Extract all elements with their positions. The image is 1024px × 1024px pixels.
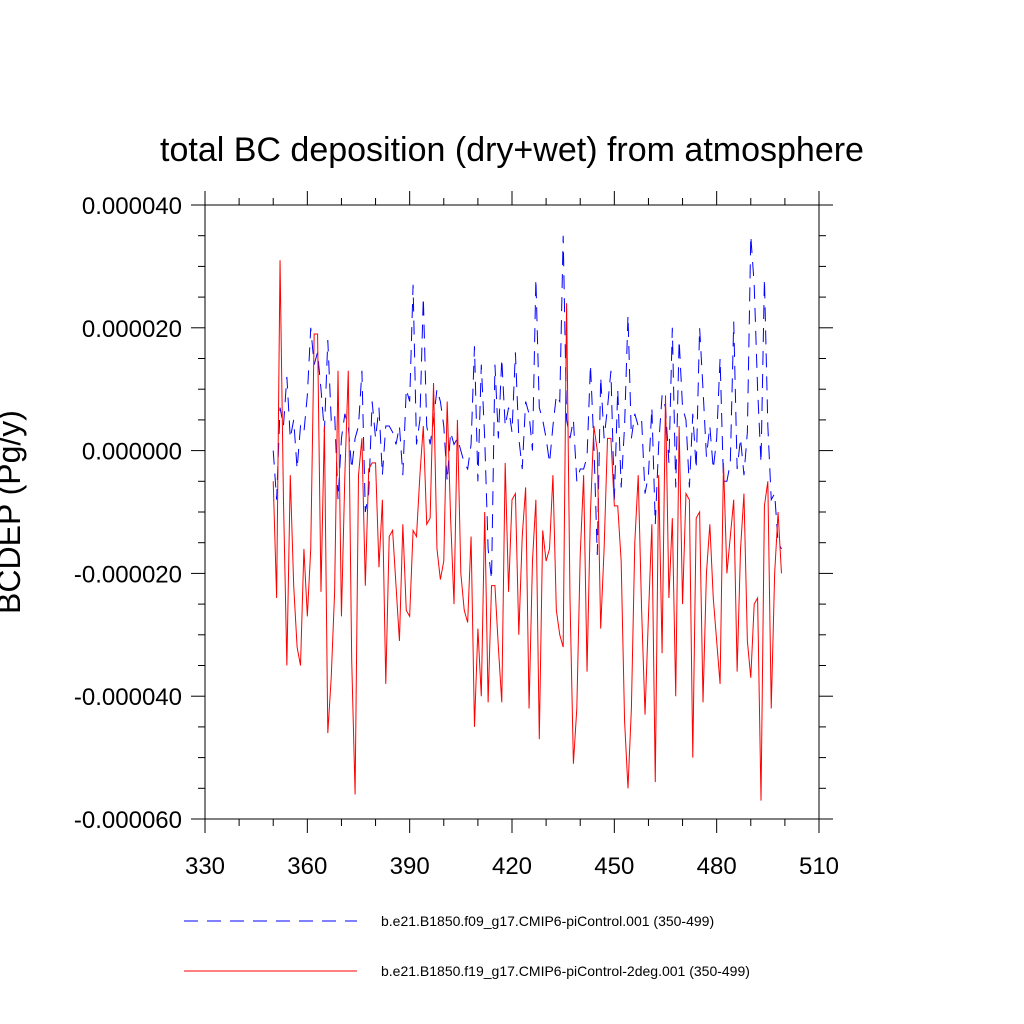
x-tick-label: 390 <box>390 853 430 880</box>
legend-label-f19: b.e21.B1850.f19_g17.CMIP6-piControl-2deg… <box>381 963 750 979</box>
y-tick-label: 0.000040 <box>82 193 182 220</box>
series-lines <box>272 235 782 801</box>
y-tick-label: 0.000000 <box>82 439 182 466</box>
x-tick-label: 360 <box>287 853 327 880</box>
axis-ticks: 330 360 390 420 450 480 510 -0.000060 -0.000040 -… <box>74 191 839 880</box>
x-tick-label: 510 <box>799 853 839 880</box>
chart-title: total BC deposition (dry+wet) from atmos… <box>160 131 864 169</box>
legend: b.e21.B1850.f09_g17.CMIP6-piControl.001 … <box>184 913 750 979</box>
y-axis-label: BCDEP (Pg/y) <box>0 410 27 614</box>
x-tick-label: 480 <box>697 853 737 880</box>
x-tick-label: 420 <box>492 853 532 880</box>
y-tick-label: -0.000020 <box>74 561 182 588</box>
legend-label-f09: b.e21.B1850.f09_g17.CMIP6-piControl.001 … <box>381 913 714 929</box>
x-tick-label: 450 <box>594 853 634 880</box>
series-line-f09-dashed <box>272 235 782 580</box>
y-tick-label: -0.000040 <box>74 684 182 711</box>
y-tick-label: -0.000060 <box>74 807 182 834</box>
y-tick-label: 0.000020 <box>82 316 182 343</box>
series-line-f19-solid <box>272 260 782 801</box>
x-tick-label: 330 <box>185 853 225 880</box>
